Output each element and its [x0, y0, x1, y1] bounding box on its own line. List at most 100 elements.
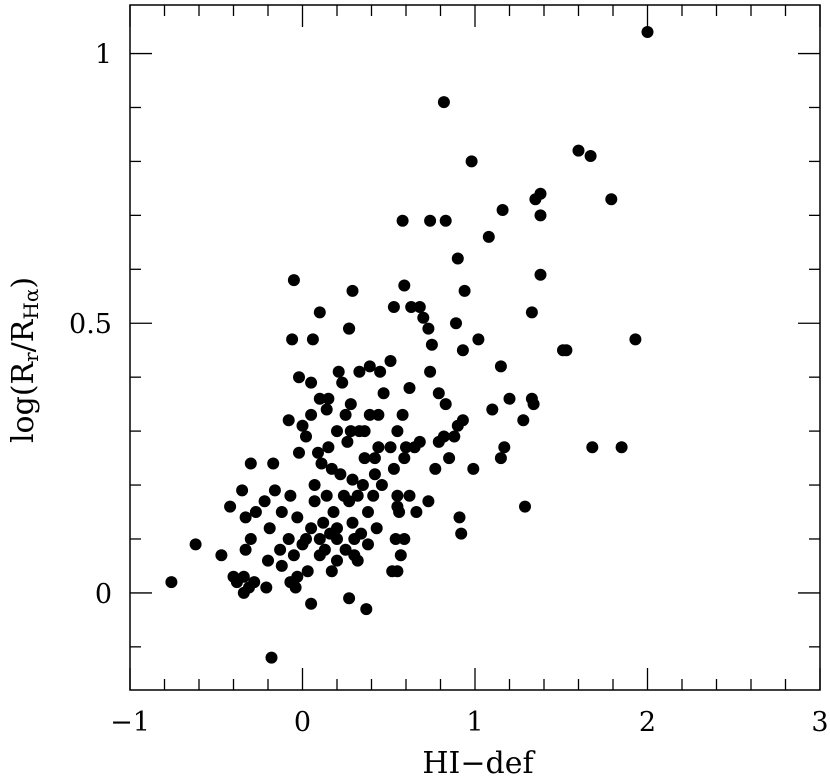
- data-point: [325, 462, 338, 475]
- data-point: [374, 365, 387, 378]
- data-point: [443, 452, 456, 465]
- data-point: [215, 549, 228, 562]
- data-point: [239, 543, 252, 556]
- data-point: [517, 414, 530, 427]
- data-point: [322, 441, 335, 454]
- data-point: [439, 214, 452, 227]
- data-point: [400, 441, 412, 454]
- data-point: [465, 155, 478, 168]
- data-point: [417, 311, 430, 324]
- x-tick-label: −1: [110, 707, 150, 738]
- data-point: [393, 506, 406, 518]
- data-point: [305, 376, 318, 389]
- data-point: [641, 26, 654, 38]
- data-point: [372, 408, 385, 421]
- data-point: [375, 479, 388, 491]
- data-point: [363, 408, 376, 421]
- y-tick-label: 1: [95, 40, 112, 71]
- data-point: [394, 549, 407, 562]
- data-point: [258, 495, 271, 508]
- data-point: [331, 554, 343, 567]
- data-point: [300, 430, 312, 443]
- data-point: [413, 301, 426, 313]
- data-point: [282, 414, 295, 427]
- plot-frame: [129, 4, 821, 691]
- x-tick-label: 0: [294, 707, 311, 738]
- data-point: [287, 549, 300, 562]
- data-point: [384, 355, 397, 367]
- data-point: [387, 301, 400, 313]
- y-tick-label: 0: [95, 579, 112, 610]
- data-point: [432, 387, 445, 400]
- data-point: [341, 435, 354, 448]
- data-point: [527, 398, 540, 411]
- data-point: [274, 543, 287, 556]
- data-point: [239, 511, 252, 524]
- data-point: [377, 387, 390, 400]
- data-point: [331, 425, 343, 438]
- y-axis-title-end: ): [6, 277, 41, 289]
- data-point: [268, 484, 281, 497]
- data-point: [284, 489, 297, 502]
- data-point: [313, 392, 326, 405]
- data-point: [348, 533, 361, 545]
- y-axis-title-mid: /R: [6, 318, 41, 352]
- data-point: [260, 581, 273, 594]
- data-point: [424, 365, 437, 378]
- data-point: [439, 398, 452, 411]
- data-point: [244, 457, 257, 470]
- data-point: [456, 344, 469, 357]
- data-point: [396, 214, 409, 227]
- data-point: [267, 457, 280, 470]
- x-tick-label: 2: [639, 707, 656, 738]
- data-point: [534, 209, 547, 222]
- data-point: [584, 150, 597, 162]
- data-point: [389, 533, 402, 545]
- data-point: [450, 317, 462, 330]
- data-point: [391, 425, 404, 438]
- data-point: [453, 511, 466, 524]
- x-axis-title: HI−def: [422, 746, 535, 779]
- data-point: [529, 193, 542, 206]
- data-point: [343, 495, 356, 508]
- data-point: [362, 506, 374, 518]
- data-point: [320, 403, 333, 416]
- data-point: [263, 522, 276, 535]
- data-point: [403, 382, 416, 394]
- data-point: [286, 333, 299, 346]
- data-point: [368, 452, 381, 465]
- data-point: [346, 284, 359, 297]
- data-point: [353, 365, 366, 378]
- data-point: [391, 489, 404, 502]
- data-point: [334, 468, 347, 481]
- data-point: [296, 419, 309, 432]
- data-point: [458, 284, 471, 297]
- data-point: [344, 398, 357, 411]
- data-point: [408, 441, 421, 454]
- data-point: [249, 506, 262, 518]
- x-tick-label: 1: [466, 707, 483, 738]
- data-point: [398, 279, 411, 292]
- data-point: [346, 516, 359, 529]
- data-point: [586, 441, 599, 454]
- data-point: [322, 392, 335, 405]
- data-point: [358, 425, 371, 438]
- data-point: [331, 533, 343, 545]
- data-point: [339, 543, 352, 556]
- data-point: [360, 603, 373, 616]
- data-point: [327, 506, 340, 518]
- data-point: [262, 554, 274, 567]
- x-tick-label: 3: [811, 707, 828, 738]
- data-point: [244, 533, 257, 545]
- data-point: [560, 344, 573, 357]
- data-point: [572, 144, 585, 157]
- data-point: [312, 446, 324, 459]
- data-point: [358, 452, 371, 465]
- data-point: [367, 489, 380, 502]
- y-axis-title-sub-ha: Hα: [19, 289, 43, 320]
- data-point: [370, 522, 383, 535]
- data-point: [534, 268, 547, 281]
- data-point: [422, 495, 435, 508]
- data-point: [437, 96, 450, 109]
- data-point: [325, 565, 338, 578]
